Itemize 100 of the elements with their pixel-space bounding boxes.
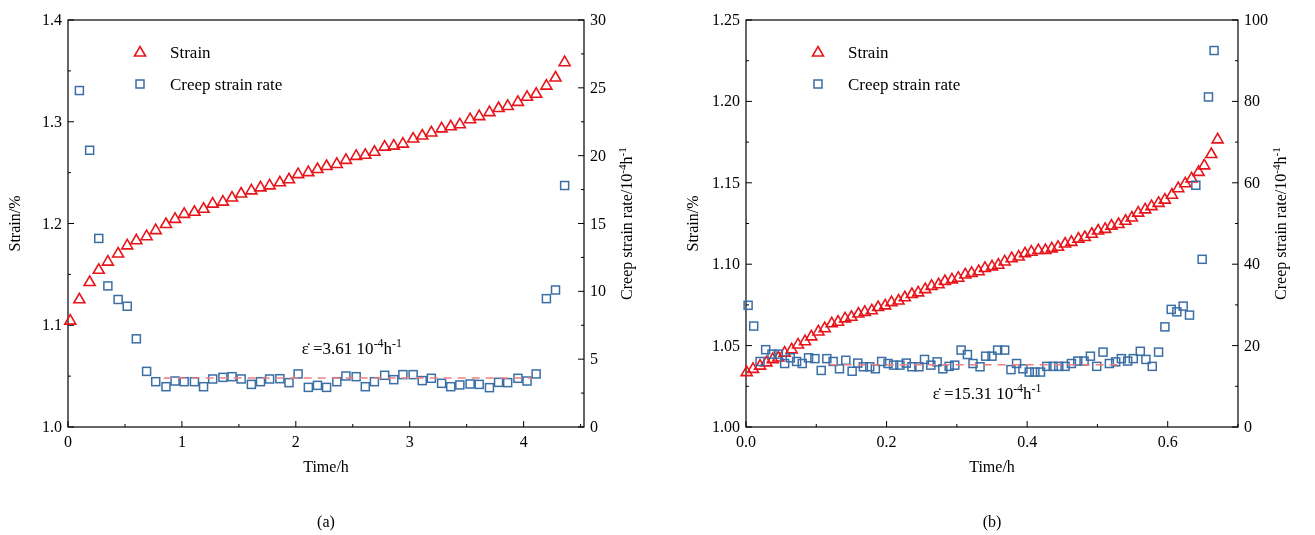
x-tick-label: 0.0 (736, 433, 756, 450)
point (351, 371, 361, 382)
point (320, 159, 333, 171)
point (234, 186, 248, 198)
point (408, 369, 418, 380)
point (141, 366, 152, 377)
point (474, 379, 484, 390)
y2-tick-label: 20 (590, 146, 606, 164)
y-tick-label: 1.15 (712, 173, 740, 191)
y2-tick-label: 80 (1244, 92, 1260, 110)
point (225, 190, 239, 202)
point (94, 233, 104, 244)
point (321, 382, 332, 393)
y-tick-label: 1.05 (712, 336, 740, 354)
point (74, 85, 85, 96)
point (559, 180, 570, 191)
x-tick-label: 4 (519, 433, 528, 450)
point (549, 70, 562, 82)
x-axis-title: Time/h (303, 458, 349, 475)
y2-tick-label: 60 (1244, 173, 1260, 191)
legend-label: Strain (170, 43, 212, 62)
point (493, 377, 504, 388)
point (207, 374, 218, 384)
point (455, 380, 465, 390)
point (161, 381, 171, 392)
point (131, 334, 142, 344)
point (170, 376, 180, 386)
point (513, 373, 523, 384)
point (435, 121, 448, 133)
point (379, 370, 390, 381)
y2-tick-label: 10 (590, 282, 606, 300)
point (387, 138, 401, 150)
point (122, 301, 132, 312)
point (529, 86, 543, 99)
point (444, 119, 458, 131)
point (415, 128, 429, 140)
point (311, 162, 324, 174)
point (130, 233, 143, 245)
point (177, 207, 191, 219)
point (332, 376, 342, 387)
x-tick-label: 0.6 (1157, 433, 1178, 450)
y-tick-label: 1.20 (712, 92, 740, 110)
point (168, 212, 182, 224)
point (120, 238, 134, 250)
point (436, 378, 447, 389)
point (84, 145, 95, 155)
y-tick-label: 1.1 (42, 316, 62, 334)
legend-label: Strain (848, 43, 890, 62)
point (330, 157, 344, 169)
point (341, 371, 351, 381)
x-tick-label: 0 (64, 433, 72, 450)
point (101, 254, 115, 266)
y2-tick-label: 100 (1244, 11, 1268, 28)
point (179, 376, 189, 387)
point (520, 90, 534, 102)
point (541, 293, 552, 304)
point (273, 175, 287, 187)
point (236, 374, 246, 384)
x-tick-label: 0.2 (876, 433, 897, 450)
point (302, 165, 315, 177)
y-axis-title: Strain/% (684, 195, 701, 252)
point (417, 375, 427, 386)
point (522, 376, 532, 386)
y2-tick-label: 20 (1244, 336, 1260, 354)
point (472, 109, 486, 121)
point (83, 275, 96, 287)
x-tick-label: 2 (291, 433, 300, 450)
point (502, 377, 513, 388)
point (189, 376, 200, 387)
y2-tick-label: 5 (590, 350, 598, 368)
point (312, 380, 323, 391)
point (216, 194, 230, 206)
legend-label: Creep strain rate (170, 75, 283, 94)
point (282, 172, 296, 184)
point (501, 99, 514, 111)
point (550, 285, 561, 295)
y-tick-label: 1.4 (42, 11, 62, 28)
y2-tick-label: 0 (1244, 418, 1252, 435)
y2-tick-label: 15 (590, 214, 606, 232)
y-tick-label: 1.3 (42, 112, 62, 130)
y2-tick-label: 0 (590, 418, 598, 435)
x-tick-label: 1 (177, 433, 186, 450)
point (149, 223, 163, 235)
point (531, 369, 541, 379)
x-tick-label: 0.4 (1017, 433, 1038, 450)
legend-label: Creep strain rate (848, 75, 961, 94)
point (389, 374, 399, 385)
x-tick-label: 3 (405, 433, 414, 450)
point (150, 376, 161, 387)
point (558, 55, 571, 67)
point (453, 117, 467, 129)
point (63, 313, 77, 325)
text: (a) (317, 513, 335, 531)
point (425, 125, 438, 137)
point (483, 105, 496, 117)
point (103, 281, 113, 291)
point (275, 373, 285, 384)
point (359, 148, 372, 160)
point (111, 246, 125, 258)
point (291, 167, 305, 179)
